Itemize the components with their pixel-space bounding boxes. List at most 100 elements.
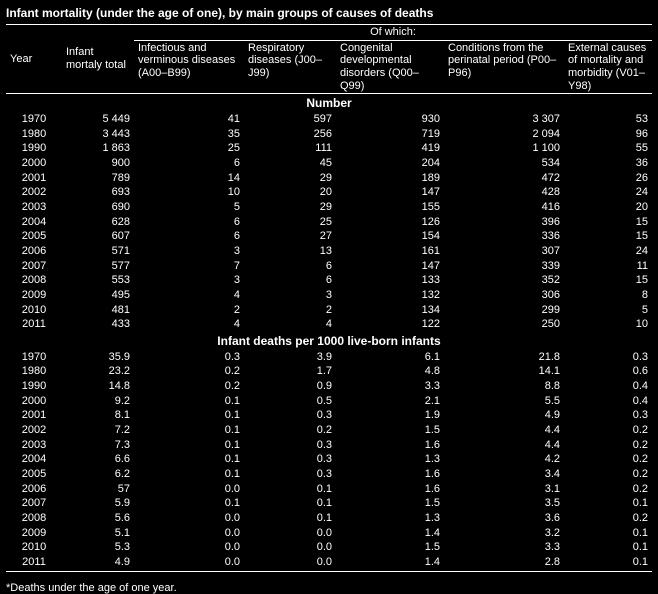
cell-c5: 0.2 [564,438,652,453]
cell-c1: 35 [134,127,244,142]
table-row: 200462862512639615 [6,215,652,230]
cell-c5: 0.3 [564,408,652,423]
cell-total: 481 [62,303,134,318]
table-row: 198023.20.21.74.814.10.6 [6,364,652,379]
cell-c4: 4.9 [444,408,564,423]
cell-c3: 1.3 [336,452,444,467]
cell-total: 23.2 [62,364,134,379]
table-row: 200560762715433615 [6,229,652,244]
cell-c4: 428 [444,185,564,200]
col-infectious: Infectious and verminous diseases (A00–B… [134,40,244,94]
cell-c3: 133 [336,273,444,288]
cell-c2: 45 [244,156,336,171]
cell-c1: 0.1 [134,496,244,511]
cell-c5: 0.2 [564,511,652,526]
table-row: 20056.20.10.31.63.40.2 [6,467,652,482]
cell-c5: 0.6 [564,364,652,379]
col-of-which: Of which: [134,25,652,41]
cell-year: 2008 [6,273,62,288]
cell-c4: 1 100 [444,141,564,156]
cell-c4: 4.4 [444,438,564,453]
cell-year: 1980 [6,127,62,142]
cell-c5: 15 [564,273,652,288]
cell-c4: 396 [444,215,564,230]
table-row: 20027.20.10.21.54.40.2 [6,423,652,438]
cell-c2: 25 [244,215,336,230]
cell-c5: 0.4 [564,394,652,409]
cell-c5: 96 [564,127,652,142]
cell-year: 2001 [6,171,62,186]
cell-c2: 29 [244,200,336,215]
cell-c1: 41 [134,112,244,127]
cell-c4: 2 094 [444,127,564,142]
cell-c3: 3.3 [336,379,444,394]
cell-c5: 0.1 [564,526,652,541]
cell-c4: 3.4 [444,467,564,482]
cell-c4: 3.2 [444,526,564,541]
cell-c2: 29 [244,171,336,186]
cell-c1: 2 [134,303,244,318]
cell-c2: 0.5 [244,394,336,409]
cell-c2: 0.3 [244,408,336,423]
cell-c3: 204 [336,156,444,171]
cell-c2: 0.3 [244,467,336,482]
cell-c4: 299 [444,303,564,318]
cell-total: 3 443 [62,127,134,142]
cell-c4: 3.1 [444,482,564,497]
cell-year: 2005 [6,467,62,482]
section-header: Number [6,94,652,113]
cell-total: 5.6 [62,511,134,526]
cell-c2: 20 [244,185,336,200]
cell-c4: 534 [444,156,564,171]
cell-c1: 0.0 [134,511,244,526]
table-row: 20085533613335215 [6,273,652,288]
cell-year: 2006 [6,244,62,259]
table-row: 20046.60.10.31.34.20.2 [6,452,652,467]
section-label: Infant deaths per 1000 live-born infants [6,332,652,350]
cell-c2: 597 [244,112,336,127]
cell-c5: 5 [564,303,652,318]
cell-c5: 10 [564,317,652,332]
cell-total: 789 [62,171,134,186]
cell-c1: 0.1 [134,408,244,423]
cell-year: 2008 [6,511,62,526]
cell-c1: 0.1 [134,438,244,453]
cell-c2: 2 [244,303,336,318]
cell-c2: 1.7 [244,364,336,379]
cell-c4: 250 [444,317,564,332]
cell-total: 607 [62,229,134,244]
cell-total: 900 [62,156,134,171]
cell-c1: 7 [134,259,244,274]
cell-c3: 419 [336,141,444,156]
cell-year: 2006 [6,482,62,497]
table-row: 197035.90.33.96.121.80.3 [6,350,652,365]
cell-c5: 0.2 [564,467,652,482]
cell-year: 2003 [6,200,62,215]
cell-year: 2007 [6,496,62,511]
cell-c5: 11 [564,259,652,274]
cell-c2: 0.2 [244,423,336,438]
cell-c2: 27 [244,229,336,244]
cell-c4: 5.5 [444,394,564,409]
cell-c3: 1.5 [336,540,444,555]
cell-c3: 930 [336,112,444,127]
cell-c4: 8.8 [444,379,564,394]
cell-year: 2010 [6,540,62,555]
cell-c4: 336 [444,229,564,244]
table-row: 20105.30.00.01.53.30.1 [6,540,652,555]
cell-c3: 1.6 [336,438,444,453]
cell-c1: 4 [134,317,244,332]
cell-c1: 0.1 [134,467,244,482]
table-row: 2001789142918947226 [6,171,652,186]
table-header: Year Infant mortaly total Of which: Infe… [6,25,652,94]
cell-c2: 0.1 [244,496,336,511]
cell-c5: 53 [564,112,652,127]
cell-total: 577 [62,259,134,274]
cell-c2: 0.0 [244,540,336,555]
cell-c1: 6 [134,156,244,171]
table-row: 20085.60.00.11.33.60.2 [6,511,652,526]
cell-c2: 0.0 [244,526,336,541]
cell-total: 5.1 [62,526,134,541]
cell-c1: 14 [134,171,244,186]
cell-total: 693 [62,185,134,200]
